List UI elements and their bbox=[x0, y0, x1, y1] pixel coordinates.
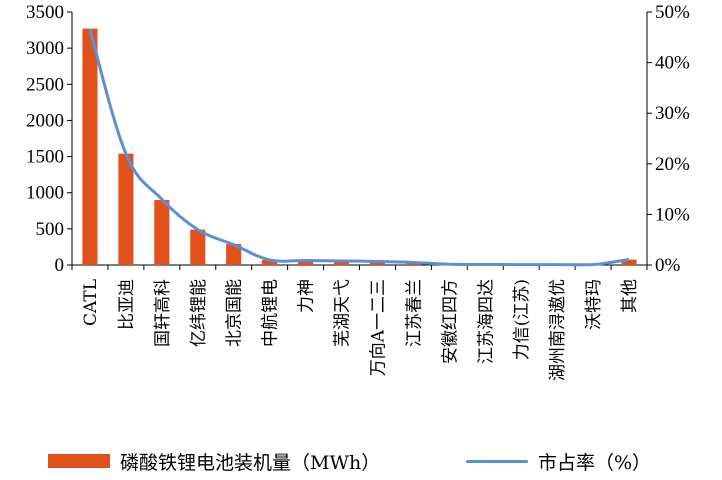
legend-item-line: 市占率（%） bbox=[466, 444, 651, 478]
chart-legend: 磷酸铁锂电池装机量（MWh） 市占率（%） bbox=[0, 444, 722, 478]
right-tick-label: 10% bbox=[655, 204, 690, 225]
left-tick-label: 1000 bbox=[26, 183, 64, 204]
category-label: 江苏海四达 bbox=[476, 279, 496, 364]
right-tick-label: 30% bbox=[655, 103, 690, 124]
category-label: 江苏春兰 bbox=[404, 279, 424, 347]
category-label: 中航锂电 bbox=[261, 279, 281, 347]
left-tick-label: 3500 bbox=[26, 2, 64, 23]
bar bbox=[369, 262, 386, 265]
bar bbox=[298, 261, 314, 265]
category-label: 力信(江苏) bbox=[512, 279, 532, 360]
bar bbox=[262, 259, 278, 265]
bar-series bbox=[82, 28, 637, 265]
left-tick-label: 1500 bbox=[26, 147, 64, 168]
left-tick-label: 2500 bbox=[26, 74, 64, 95]
bar bbox=[333, 261, 350, 265]
right-tick-label: 40% bbox=[655, 53, 690, 74]
category-label: 万向A一二三 bbox=[368, 279, 388, 376]
chart-canvas: 0 500 1000 1500 2000 2500 3000 3500 0% 10% 20% 30%… bbox=[26, 2, 690, 381]
legend-bar-swatch bbox=[48, 454, 110, 468]
legend-bar-label: 磷酸铁锂电池装机量（MWh） bbox=[120, 451, 381, 474]
right-tick-label: 20% bbox=[655, 154, 690, 175]
category-label: CATL bbox=[81, 279, 101, 326]
bar bbox=[118, 153, 134, 265]
category-label: 比亚迪 bbox=[117, 279, 137, 330]
category-label: 安徽红四方 bbox=[440, 279, 460, 364]
legend-line-swatch bbox=[466, 459, 528, 463]
left-tick-label: 3000 bbox=[26, 38, 64, 59]
category-label: 国轩高科 bbox=[153, 279, 173, 347]
bar bbox=[82, 28, 98, 265]
category-label: 其他 bbox=[620, 279, 640, 313]
left-tick-label: 0 bbox=[55, 255, 65, 276]
legend-line-label: 市占率（%） bbox=[538, 451, 652, 474]
bar bbox=[190, 229, 206, 265]
legend-item-bar: 磷酸铁锂电池装机量（MWh） bbox=[48, 444, 380, 478]
category-labels: CATL 比亚迪 国轩高科 亿纬锂能 北京国能 中航锂电 力神 芜湖天弋 万向A一二三 江苏春兰安… bbox=[81, 279, 640, 381]
category-label: 力神 bbox=[297, 279, 317, 313]
category-label: 北京国能 bbox=[225, 279, 245, 347]
right-tick-label: 50% bbox=[655, 2, 690, 23]
right-tick-label: 0% bbox=[655, 255, 681, 276]
category-label: 湖州南浔遨优 bbox=[548, 279, 568, 381]
line-series bbox=[88, 29, 630, 267]
right-axis-ticks: 0% 10% 20% 30% 40% 50% bbox=[647, 2, 690, 276]
category-label: 亿纬锂能 bbox=[189, 279, 209, 347]
left-tick-label: 500 bbox=[36, 219, 65, 240]
left-axis-ticks: 0 500 1000 1500 2000 2500 3000 3500 bbox=[26, 2, 72, 276]
category-label: 沃特玛 bbox=[584, 279, 604, 330]
category-label: 芜湖天弋 bbox=[333, 279, 353, 347]
bar bbox=[154, 199, 170, 265]
bar bbox=[226, 244, 242, 265]
left-tick-label: 2000 bbox=[26, 110, 64, 131]
bar bbox=[621, 259, 637, 265]
market-share-line bbox=[88, 29, 630, 267]
